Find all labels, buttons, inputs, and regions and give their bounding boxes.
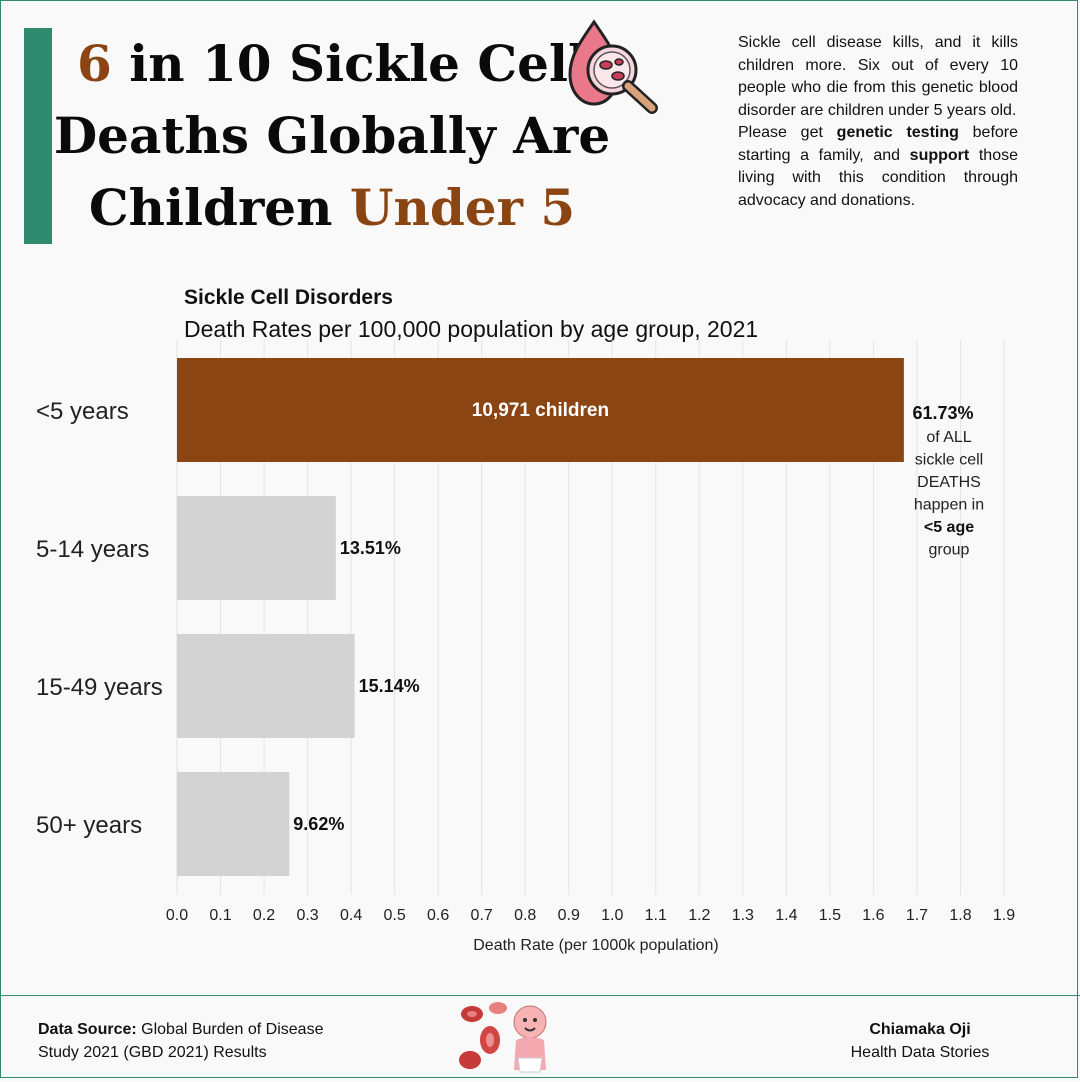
intro-genetic-testing: genetic testing	[836, 124, 959, 141]
x-tick-label: 0.4	[340, 907, 362, 924]
headline: 6 in 10 Sickle Cell Deaths Globally Are …	[52, 28, 612, 244]
intro-paragraph-1: Sickle cell disease kills, and it kills …	[738, 34, 1018, 119]
x-tick-label: 0.5	[384, 907, 406, 924]
accent-bar	[24, 28, 52, 244]
x-tick-label: 1.8	[949, 907, 971, 924]
x-tick-label: 0.9	[558, 907, 580, 924]
data-label: 13.51%	[340, 538, 401, 558]
x-tick-label: 1.1	[645, 907, 667, 924]
data-label: 9.62%	[293, 814, 344, 834]
chart-subtitle: Death Rates per 100,000 population by ag…	[184, 316, 759, 342]
x-tick-label: 1.2	[688, 907, 710, 924]
x-tick-label: 1.4	[775, 907, 797, 924]
annotation-line: sickle cell	[915, 452, 983, 469]
headline-line2: Deaths Globally Are	[53, 106, 611, 165]
annotation-line: DEATHS	[917, 474, 981, 491]
category-label: <5 years	[36, 398, 129, 425]
annotation-line: group	[929, 542, 970, 559]
bar	[177, 358, 904, 462]
intro-support: support	[909, 146, 970, 164]
project-name: Health Data Stories	[850, 1044, 990, 1061]
x-tick-label: 0.2	[253, 907, 275, 924]
category-label: 5-14 years	[36, 536, 149, 563]
x-tick-label: 0.1	[209, 907, 231, 924]
x-tick-label: 0.0	[166, 907, 188, 924]
baby-blood-cells-illustration	[458, 1000, 554, 1078]
x-tick-label: 0.3	[296, 907, 318, 924]
headline-highlight: Under 5	[349, 178, 576, 237]
intro-text: Sickle cell disease kills, and it kills …	[738, 32, 1018, 212]
data-source-text: Global Burden of Disease Study 2021 (GBD…	[38, 1021, 324, 1061]
x-tick-label: 1.0	[601, 907, 623, 924]
headline-line3: Children	[88, 178, 350, 237]
x-tick-label: 0.7	[471, 907, 493, 924]
x-tick-label: 1.3	[732, 907, 754, 924]
intro-p2-e: those living with this condition through…	[738, 146, 1018, 209]
x-tick-label: 1.6	[862, 907, 884, 924]
x-tick-label: 0.8	[514, 907, 536, 924]
x-tick-label: 1.5	[819, 907, 841, 924]
headline-number: 6	[77, 34, 112, 93]
x-tick-label: 1.7	[906, 907, 928, 924]
bar-inner-label: 10,971 children	[472, 400, 609, 421]
data-source-label: Data Source:	[38, 1021, 137, 1038]
chart-title: Sickle Cell Disorders	[184, 286, 393, 309]
category-label: 50+ years	[36, 812, 142, 839]
headline-line1: in 10 Sickle Cell	[111, 34, 587, 93]
author-name: Chiamaka Oji	[869, 1021, 971, 1038]
intro-p2-a: Please get	[738, 124, 837, 141]
annotation-line: of ALL	[926, 429, 971, 446]
data-label: 15.14%	[359, 676, 420, 696]
data-label: 61.73%	[912, 403, 973, 423]
bar	[177, 772, 290, 876]
footer-divider	[0, 995, 1080, 996]
blood-drop-magnifier-icon	[556, 18, 666, 114]
bar-chart: 0.0 0.1 0.2 0.3 0.4 0.5 0.6 0.7 0.8 0.9 1.0 1.1 1.2 1…	[36, 340, 1015, 954]
category-label: 15-49 years	[36, 674, 163, 701]
x-axis-label: Death Rate (per 1000k population)	[473, 937, 719, 954]
annotation-line: happen in	[914, 497, 984, 514]
x-tick-label: 1.9	[993, 907, 1015, 924]
intro-p2-c: before starting a family, and	[738, 124, 1019, 164]
intro-paragraph-2: Please get genetic testing before starti…	[738, 122, 1018, 212]
annotation-line: <5 age	[924, 519, 974, 536]
bar	[177, 634, 355, 738]
bar	[177, 496, 336, 600]
x-tick-label: 0.6	[427, 907, 449, 924]
credit: Chiamaka Oji Health Data Stories	[820, 1018, 1020, 1064]
data-source: Data Source: Global Burden of Disease St…	[38, 1018, 368, 1064]
